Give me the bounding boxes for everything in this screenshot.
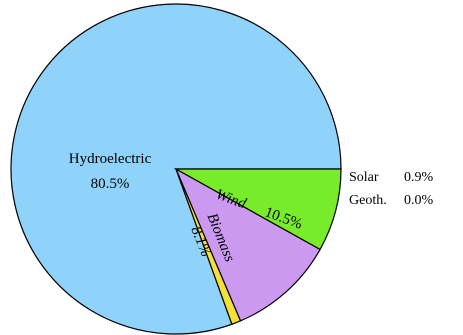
value-solar: 0.9% [404, 170, 434, 185]
value-geoth: 0.0% [404, 193, 434, 208]
slice-wind [174, 167, 321, 322]
slice-biomass [173, 168, 342, 251]
label-solar: Solar [349, 170, 379, 185]
value-hydroelectric: 80.5% [91, 176, 130, 192]
label-hydroelectric: Hydroelectric [69, 151, 152, 167]
pie-slices [10, 3, 342, 335]
label-geoth: Geoth. [349, 193, 387, 208]
